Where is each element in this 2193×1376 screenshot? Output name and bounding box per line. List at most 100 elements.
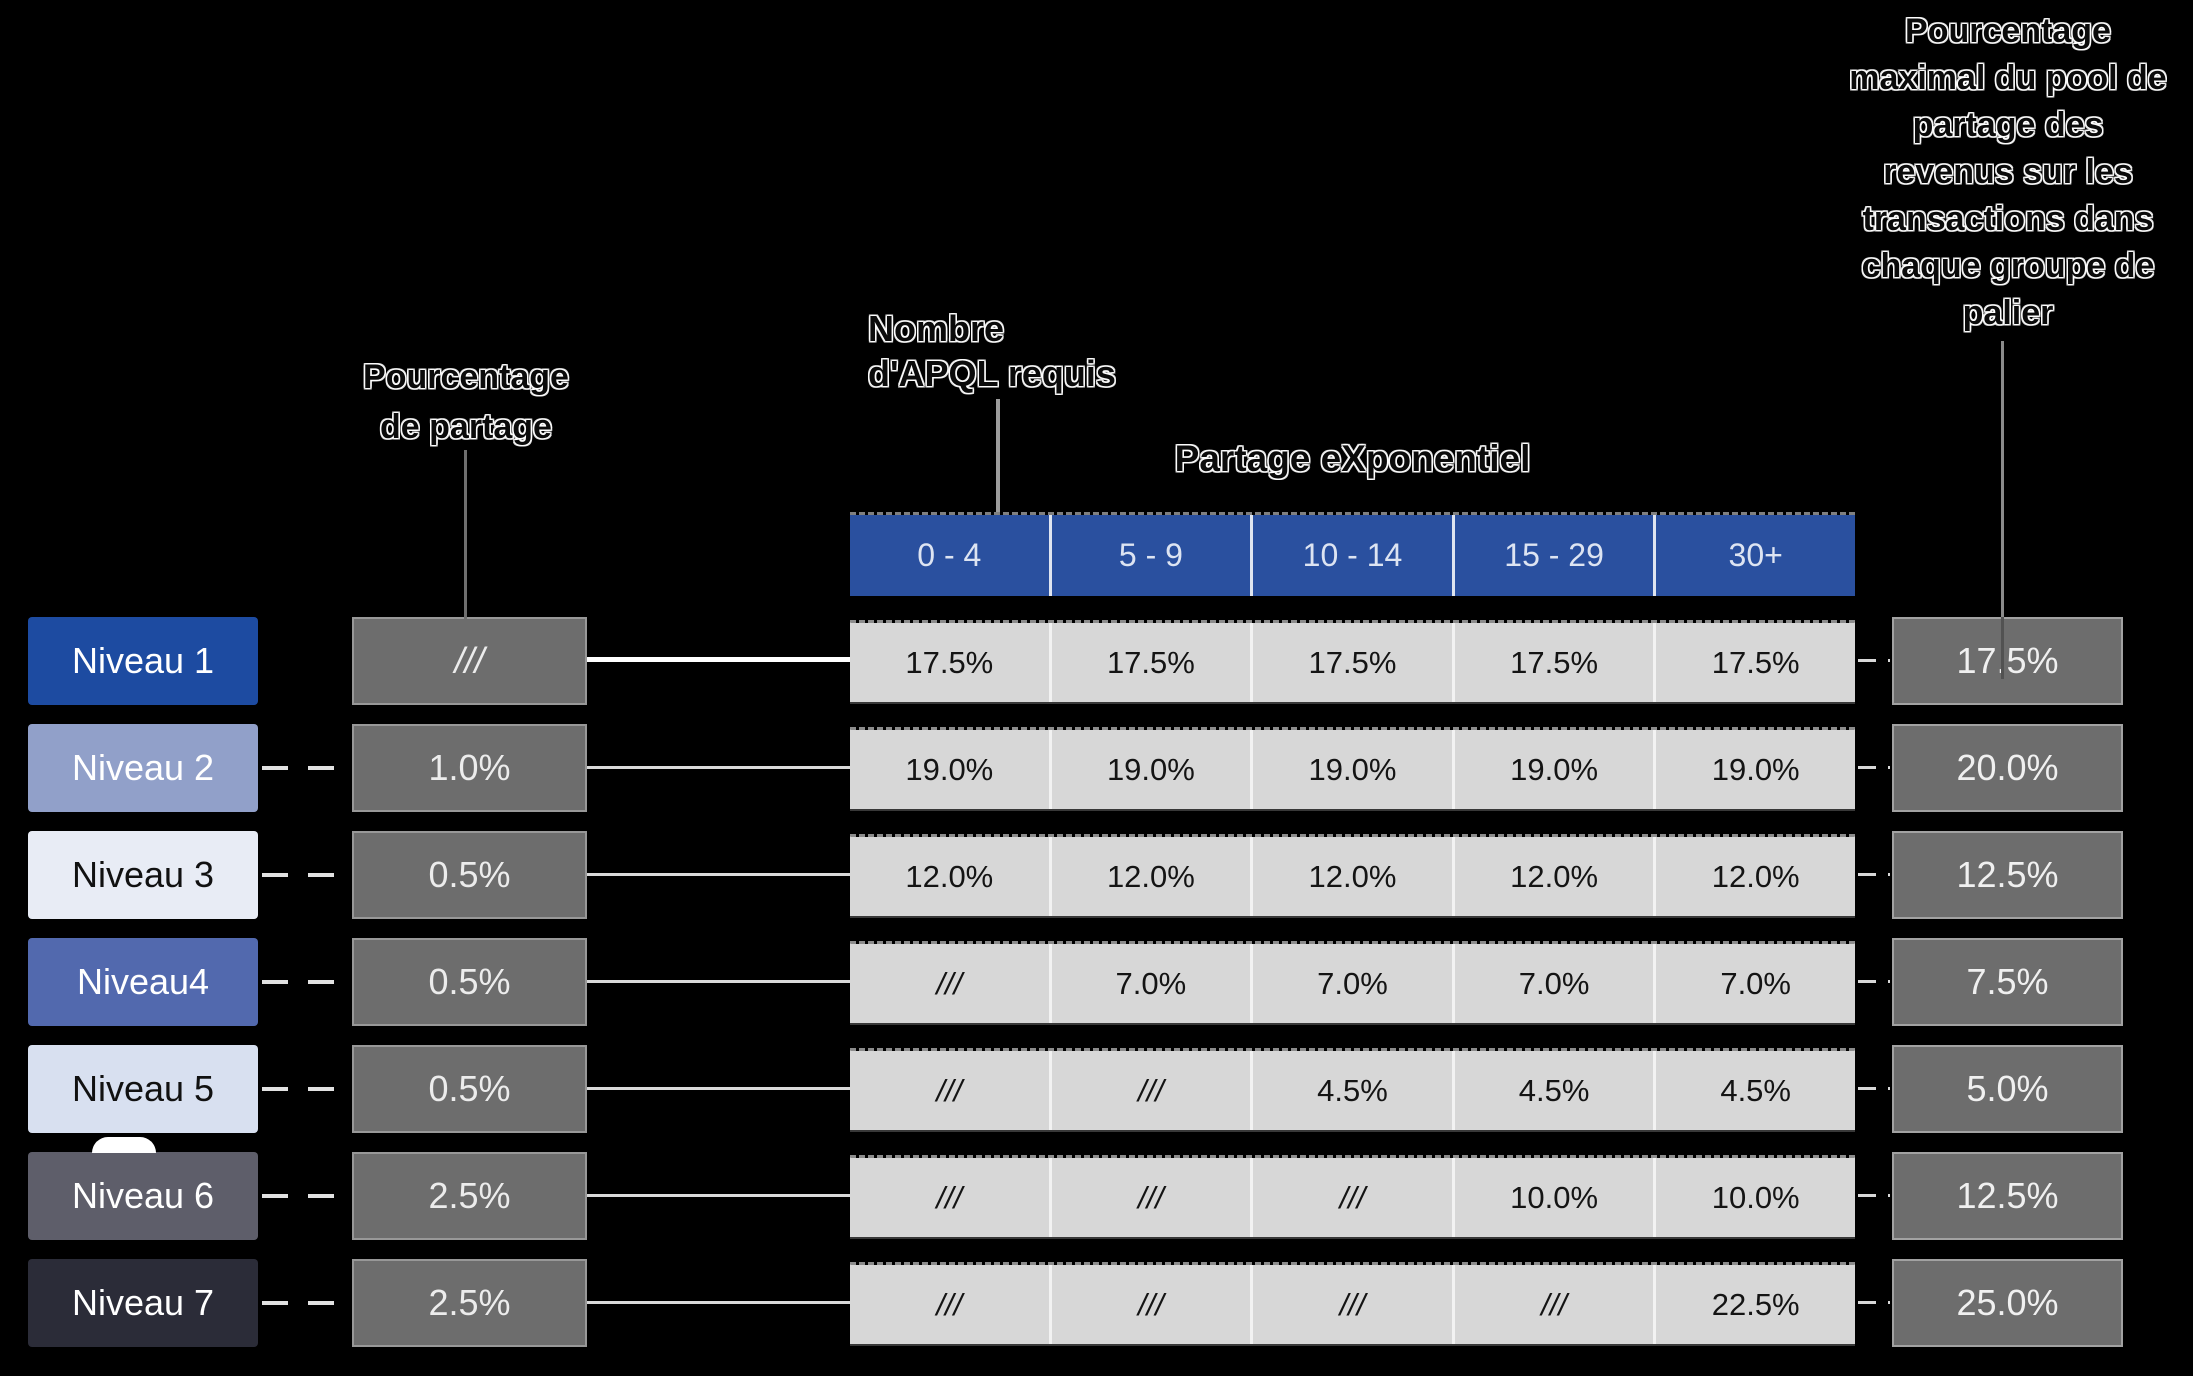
- share-percentage-box: ///: [352, 617, 587, 705]
- apql-share-cell: ///: [1051, 1158, 1251, 1237]
- max-pool-value: 7.5%: [1966, 961, 2049, 1002]
- apql-share-cell: 19.0%: [1454, 730, 1654, 809]
- apql-range-header: 5 - 9: [1051, 515, 1251, 596]
- apql-share-cells: 12.0% 12.0% 12.0% 12.0% 12.0%: [850, 834, 1855, 916]
- tier-row: Niveau 1 /// 17.5% 17.5% 17.5% 17.5% 17.5% 1…: [0, 617, 2193, 705]
- share-percentage-value: 2.5%: [428, 1282, 511, 1323]
- apql-share-cell: 17.5%: [1253, 623, 1452, 702]
- max-pool-value: 5.0%: [1966, 1068, 2049, 1109]
- apql-share-cell: 4.5%: [1253, 1051, 1452, 1130]
- apql-range-header: 15 - 29: [1454, 515, 1654, 596]
- share-percentage-box: 0.5%: [352, 1045, 587, 1133]
- tier-level-label: Niveau 6: [71, 1175, 215, 1216]
- apql-share-cell: 19.0%: [1051, 730, 1251, 809]
- share-percentage-box: 0.5%: [352, 938, 587, 1026]
- apql-share-cell: 17.5%: [1656, 623, 1855, 702]
- apql-pointer-line: [996, 399, 1000, 512]
- apql-share-cell: ///: [1051, 1265, 1251, 1344]
- max-pool-box: 12.5%: [1892, 831, 2123, 919]
- connector-right-dashed-line: [1858, 659, 1890, 662]
- apql-share-cell: ///: [850, 944, 1049, 1023]
- apql-share-cells: //////4.5% 4.5% 4.5%: [850, 1048, 1855, 1130]
- max-pool-box: 7.5%: [1892, 938, 2123, 1026]
- tier-level-label: Niveau 5: [71, 1068, 215, 1109]
- connector-right-dashed-line: [1858, 766, 1890, 769]
- share-percentage-label: Pourcentage de partage: [363, 358, 569, 446]
- connector-left-dashed-line: [262, 1194, 352, 1198]
- apql-share-cells: ///7.0% 7.0% 7.0% 7.0%: [850, 941, 1855, 1023]
- tier-level-box: Niveau 1: [28, 617, 258, 705]
- connector-right-dashed-line: [1858, 1301, 1890, 1304]
- connector-right-dashed-line: [1858, 1194, 1890, 1197]
- apql-share-cells: /////////10.0% 10.0%: [850, 1155, 1855, 1237]
- tier-level-box: Niveau4: [28, 938, 258, 1026]
- connector-left-dashed-line: [262, 980, 352, 984]
- max-pool-box: 20.0%: [1892, 724, 2123, 812]
- connector-left-dashed-line: [262, 1087, 352, 1091]
- apql-share-cell: ///: [1051, 1051, 1251, 1130]
- connector-mid-line: [587, 766, 850, 769]
- apql-share-cell: 12.0%: [1656, 837, 1855, 916]
- apql-share-cell: 7.0%: [1051, 944, 1251, 1023]
- apql-share-cell: 17.5%: [1454, 623, 1654, 702]
- apql-share-cell: 22.5%: [1656, 1265, 1855, 1344]
- apql-share-cell: 17.5%: [850, 623, 1049, 702]
- tier-row: Niveau 5 0.5% //////4.5% 4.5% 4.5% 5.0%: [0, 1045, 2193, 1133]
- share-percentage-value: ///: [454, 640, 485, 681]
- max-pool-value: 20.0%: [1956, 747, 2059, 788]
- max-pool-label: Pourcentage maximal du pool de partage d…: [1849, 12, 2167, 332]
- share-percentage-box: 2.5%: [352, 1259, 587, 1347]
- connector-right-dashed-line: [1858, 980, 1890, 983]
- max-pool-box: 17.5%: [1892, 617, 2123, 705]
- tier-rows: Niveau 1 /// 17.5% 17.5% 17.5% 17.5% 17.5% 1…: [0, 617, 2193, 1347]
- apql-share-cells: ////////////22.5%: [850, 1262, 1855, 1344]
- max-pool-box: 25.0%: [1892, 1259, 2123, 1347]
- connector-mid-line: [587, 873, 850, 876]
- apql-share-cell: 10.0%: [1454, 1158, 1654, 1237]
- apql-share-cell: 7.0%: [1656, 944, 1855, 1023]
- share-percentage-value: 1.0%: [428, 747, 511, 788]
- apql-share-cell: 12.0%: [1253, 837, 1452, 916]
- connector-right-dashed-line: [1858, 873, 1890, 876]
- connector-mid-line: [587, 1194, 850, 1197]
- max-pool-pointer-line: [2001, 341, 2004, 679]
- apql-share-cell: 7.0%: [1253, 944, 1452, 1023]
- share-percentage-value: 2.5%: [428, 1175, 511, 1216]
- apql-range-header-row: 0 - 4 5 - 9 10 - 14 15 - 29 30+: [850, 512, 1855, 596]
- tier-level-box: Niveau 3: [28, 831, 258, 919]
- tier-row: Niveau 6 2.5% /////////10.0% 10.0% 12.5%: [0, 1152, 2193, 1240]
- apql-share-cell: ///: [1253, 1265, 1452, 1344]
- share-percentage-box: 0.5%: [352, 831, 587, 919]
- apql-share-cell: 19.0%: [1253, 730, 1452, 809]
- apql-share-cell: 4.5%: [1454, 1051, 1654, 1130]
- max-pool-value: 12.5%: [1956, 854, 2059, 895]
- tier-row: Niveau 2 1.0% 19.0% 19.0% 19.0% 19.0% 19.0% …: [0, 724, 2193, 812]
- max-pool-value: 12.5%: [1956, 1175, 2059, 1216]
- tier-level-label: Niveau 7: [71, 1282, 215, 1323]
- apql-share-cell: 7.0%: [1454, 944, 1654, 1023]
- connector-left-dashed-line: [262, 1301, 352, 1305]
- tier-level-box: Niveau 6: [28, 1152, 258, 1240]
- apql-share-cell: 12.0%: [850, 837, 1049, 916]
- share-pointer-line: [464, 450, 467, 619]
- connector-mid-line: [587, 980, 850, 983]
- apql-range-header: 30+: [1656, 515, 1855, 596]
- tier-level-box: Niveau 5: [28, 1045, 258, 1133]
- share-percentage-box: 2.5%: [352, 1152, 587, 1240]
- apql-share-cell: ///: [850, 1265, 1049, 1344]
- white-blob-artifact: [92, 1137, 156, 1153]
- apql-share-cells: 17.5% 17.5% 17.5% 17.5% 17.5%: [850, 620, 1855, 702]
- max-pool-box: 12.5%: [1892, 1152, 2123, 1240]
- share-percentage-box: 1.0%: [352, 724, 587, 812]
- tier-row: Niveau4 0.5% ///7.0% 7.0% 7.0% 7.0% 7.5%: [0, 938, 2193, 1026]
- apql-share-cell: ///: [850, 1051, 1049, 1130]
- share-percentage-value: 0.5%: [428, 854, 511, 895]
- connector-mid-line: [587, 1301, 850, 1304]
- max-pool-value: 25.0%: [1956, 1282, 2059, 1323]
- tier-level-label: Niveau 2: [71, 747, 215, 788]
- tier-row: Niveau 3 0.5% 12.0% 12.0% 12.0% 12.0% 12.0% …: [0, 831, 2193, 919]
- apql-share-cell: 19.0%: [850, 730, 1049, 809]
- max-pool-value: 17.5%: [1956, 640, 2059, 681]
- tier-level-label: Niveau 3: [71, 854, 215, 895]
